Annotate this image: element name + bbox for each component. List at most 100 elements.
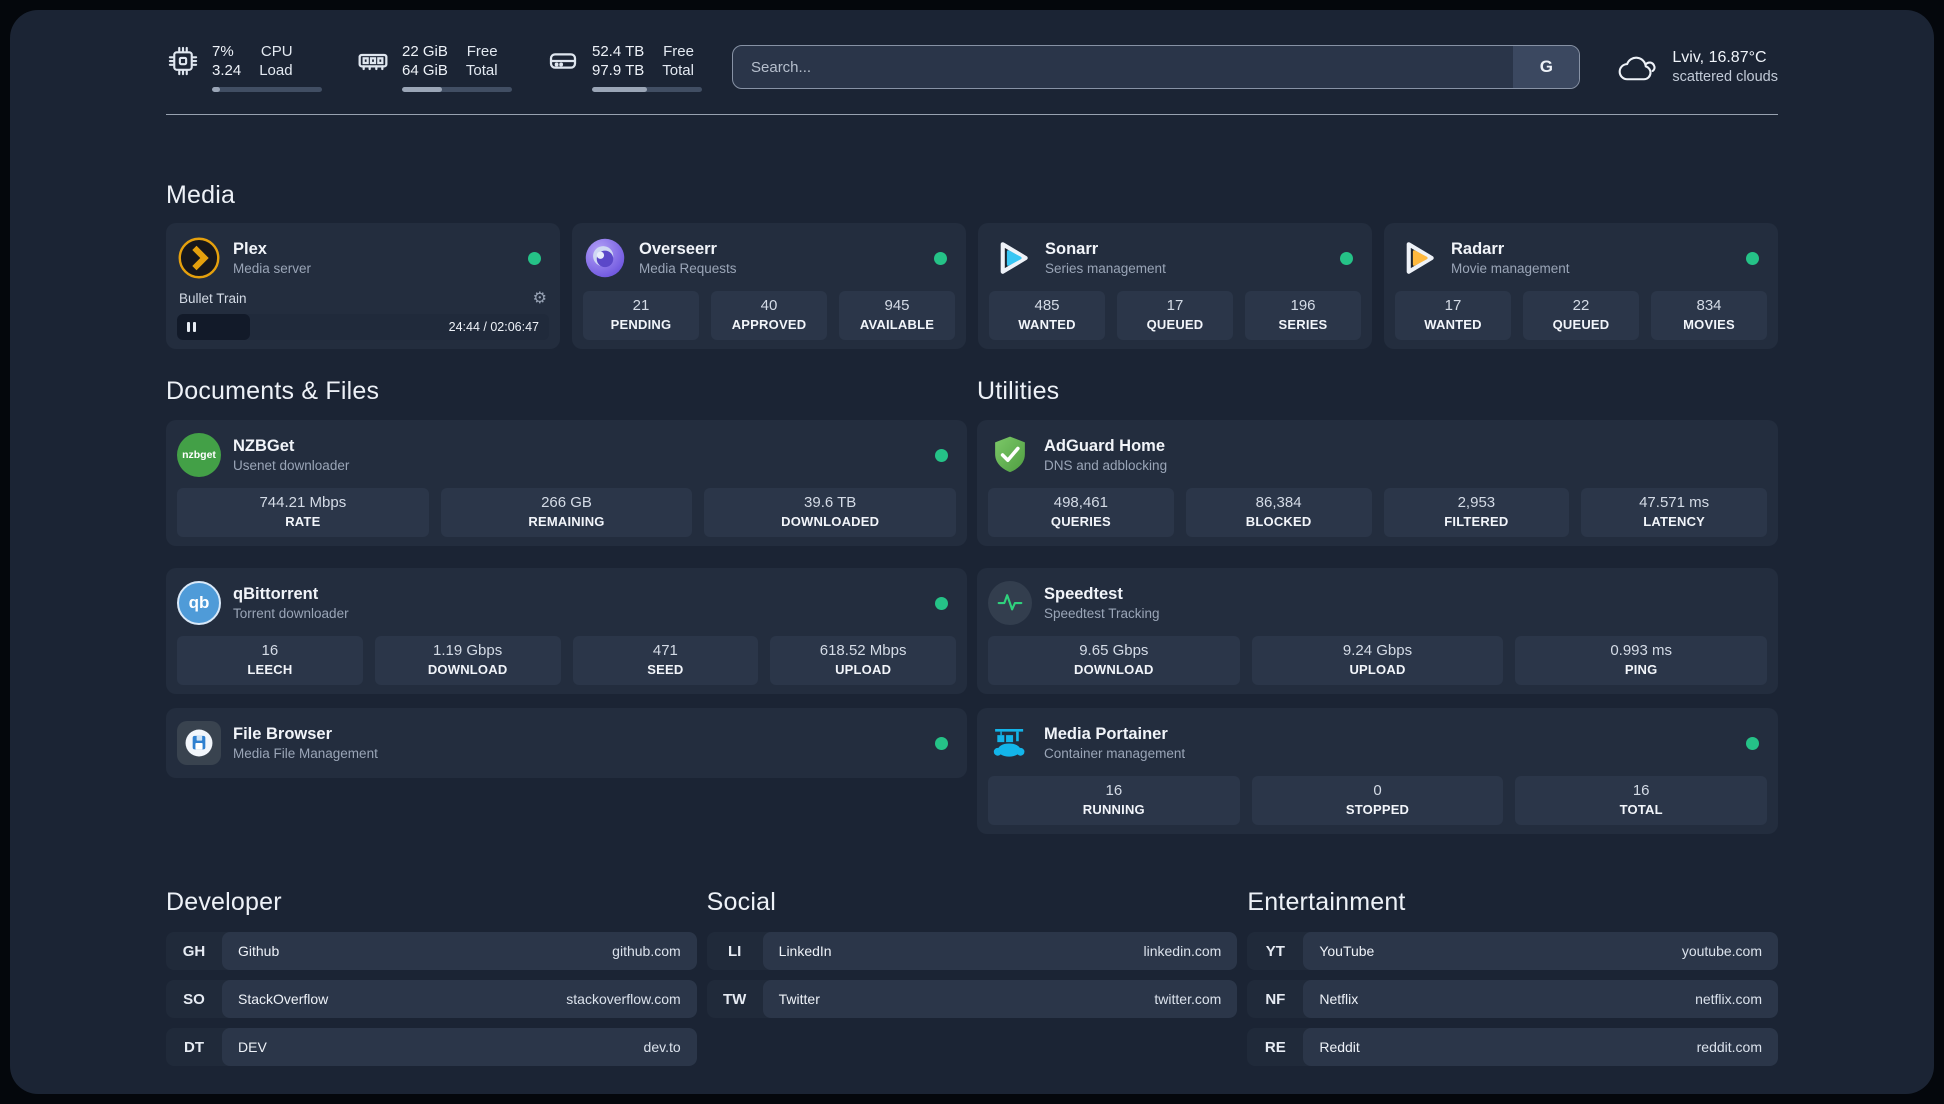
system-stats: 7% 3.24 CPU Load: [166, 42, 702, 92]
ram-total-label: Total: [465, 62, 498, 79]
section-title-utilities: Utilities: [977, 377, 1060, 405]
entertainment-links-column: Entertainment YT YouTube youtube.com NF …: [1247, 834, 1778, 1076]
stat-box: 9.65 Gbps DOWNLOAD: [988, 636, 1240, 685]
status-online-dot: [1340, 251, 1353, 265]
search-input[interactable]: [733, 46, 1514, 88]
service-subtitle: Container management: [1044, 745, 1186, 761]
disk-free-label: Free: [663, 43, 694, 60]
status-online-dot: [528, 251, 541, 265]
cpu-load-value: 3.24: [212, 62, 242, 79]
sonarr-card[interactable]: Sonarr Series management 485 WANTED 17 Q…: [978, 223, 1372, 349]
developer-links-column: Developer GH Github github.com SO StackO…: [166, 834, 697, 1076]
section-title-media: Media: [166, 181, 236, 209]
weather-widget: Lviv, 16.87°C scattered clouds: [1616, 47, 1778, 87]
service-title: Overseerr: [639, 239, 717, 258]
link-url: linkedin.com: [1143, 943, 1222, 959]
stat-box: 17 QUEUED: [1117, 291, 1233, 340]
disk-progress-bar: [592, 87, 702, 92]
plex-card[interactable]: Plex Media server Bullet Train ⚙ 24:44 /…: [166, 223, 560, 349]
service-title: Sonarr: [1045, 239, 1099, 258]
service-title: Speedtest: [1044, 584, 1123, 603]
utilities-column: Utilities AdGuard Home: [977, 349, 1778, 834]
nzbget-card[interactable]: nzbget NZBGet Usenet downloader 744.21 M…: [166, 420, 967, 546]
gear-icon[interactable]: ⚙: [532, 288, 547, 307]
service-subtitle: Media server: [233, 260, 312, 276]
link-row-netflix[interactable]: NF Netflix netflix.com: [1247, 980, 1778, 1018]
link-row-linkedin[interactable]: LI LinkedIn linkedin.com: [706, 932, 1238, 970]
service-subtitle: Movie management: [1451, 260, 1570, 276]
service-title: Plex: [233, 239, 267, 258]
link-row-stackoverflow[interactable]: SO StackOverflow stackoverflow.com: [166, 980, 697, 1018]
weather-location: Lviv, 16.87°C: [1672, 49, 1767, 66]
cpu-icon: [166, 44, 200, 78]
link-row-reddit[interactable]: RE Reddit reddit.com: [1247, 1028, 1778, 1066]
status-online-dot: [934, 251, 947, 265]
filebrowser-icon: [177, 721, 221, 765]
section-title-entertainment: Entertainment: [1247, 888, 1406, 916]
status-online-dot: [935, 448, 948, 462]
stat-box: 834 MOVIES: [1651, 291, 1767, 340]
disk-total-label: Total: [662, 62, 694, 79]
header-separator: [166, 114, 1778, 115]
link-name: YouTube: [1319, 943, 1375, 959]
radarr-card[interactable]: Radarr Movie management 17 WANTED 22 QUE…: [1384, 223, 1778, 349]
service-subtitle: Speedtest Tracking: [1044, 605, 1160, 621]
link-name: Twitter: [778, 991, 820, 1007]
sonarr-icon: [989, 236, 1033, 280]
status-online-dot: [1746, 736, 1759, 750]
stat-box: 16 LEECH: [177, 636, 363, 685]
social-links-column: Social LI LinkedIn linkedin.com TW Twitt…: [706, 834, 1238, 1028]
adguard-card[interactable]: AdGuard Home DNS and adblocking 498,461 …: [977, 420, 1778, 546]
service-title: Radarr: [1451, 239, 1505, 258]
portainer-card[interactable]: Media Portainer Container management 16 …: [977, 708, 1778, 834]
stat-box: 2,953 FILTERED: [1383, 488, 1570, 537]
service-subtitle: DNS and adblocking: [1044, 457, 1168, 473]
stat-box: 22 QUEUED: [1523, 291, 1639, 340]
stat-box: 266 GB REMAINING: [440, 488, 693, 537]
nzbget-icon: nzbget: [177, 433, 221, 477]
link-abbr: LI: [727, 942, 742, 960]
status-online-dot: [935, 736, 948, 750]
overseerr-card[interactable]: Overseerr Media Requests 21 PENDING 40 A…: [572, 223, 966, 349]
service-title: qBittorrent: [233, 584, 319, 603]
stat-box: 40 APPROVED: [711, 291, 827, 340]
link-url: netflix.com: [1695, 991, 1762, 1007]
qbittorrent-card[interactable]: qb qBittorrent Torrent downloader 16 LEE…: [166, 568, 967, 694]
service-subtitle: Media File Management: [233, 745, 378, 761]
link-url: dev.to: [643, 1039, 681, 1055]
link-abbr: SO: [183, 990, 205, 1008]
filebrowser-card[interactable]: File Browser Media File Management: [166, 708, 967, 778]
stat-box: 16 TOTAL: [1515, 776, 1768, 825]
media-grid: Plex Media server Bullet Train ⚙ 24:44 /…: [166, 223, 1778, 349]
link-row-github[interactable]: GH Github github.com: [166, 932, 697, 970]
link-url: youtube.com: [1681, 943, 1762, 959]
playback-progress-bar[interactable]: 24:44 / 02:06:47: [177, 314, 549, 340]
search-engine-button[interactable]: G: [1513, 46, 1580, 88]
link-row-youtube[interactable]: YT YouTube youtube.com: [1247, 932, 1778, 970]
link-url: reddit.com: [1696, 1039, 1762, 1055]
service-title: AdGuard Home: [1044, 436, 1166, 455]
link-row-dev[interactable]: DT DEV dev.to: [166, 1028, 697, 1066]
ram-total-value: 64 GiB: [402, 62, 448, 79]
cpu-load-label: Load: [259, 62, 293, 79]
stat-box: 16 RUNNING: [988, 776, 1240, 825]
link-row-twitter[interactable]: TW Twitter twitter.com: [706, 980, 1238, 1018]
service-subtitle: Usenet downloader: [233, 457, 350, 473]
documents-column: Documents & Files nzbget NZBGet Usenet d…: [166, 349, 967, 834]
service-title: NZBGet: [233, 436, 295, 455]
speedtest-card[interactable]: Speedtest Speedtest Tracking 9.65 Gbps D…: [977, 568, 1778, 694]
cpu-stat: 7% 3.24 CPU Load: [166, 42, 322, 92]
stat-box: 196 SERIES: [1245, 291, 1361, 340]
link-name: Github: [238, 943, 280, 959]
search-bar: G: [732, 45, 1581, 89]
cpu-usage-value: 7%: [212, 43, 234, 60]
link-abbr: RE: [1264, 1038, 1286, 1056]
stat-box: 1.19 Gbps DOWNLOAD: [374, 636, 561, 685]
section-title-developer: Developer: [166, 888, 282, 916]
playback-time: 24:44 / 02:06:47: [448, 320, 539, 334]
dashboard-panel: 7% 3.24 CPU Load: [10, 10, 1934, 1094]
cpu-progress-bar: [212, 87, 322, 92]
section-title-documents: Documents & Files: [166, 377, 380, 405]
link-abbr: YT: [1265, 942, 1285, 960]
now-playing-title: Bullet Train: [179, 290, 247, 306]
